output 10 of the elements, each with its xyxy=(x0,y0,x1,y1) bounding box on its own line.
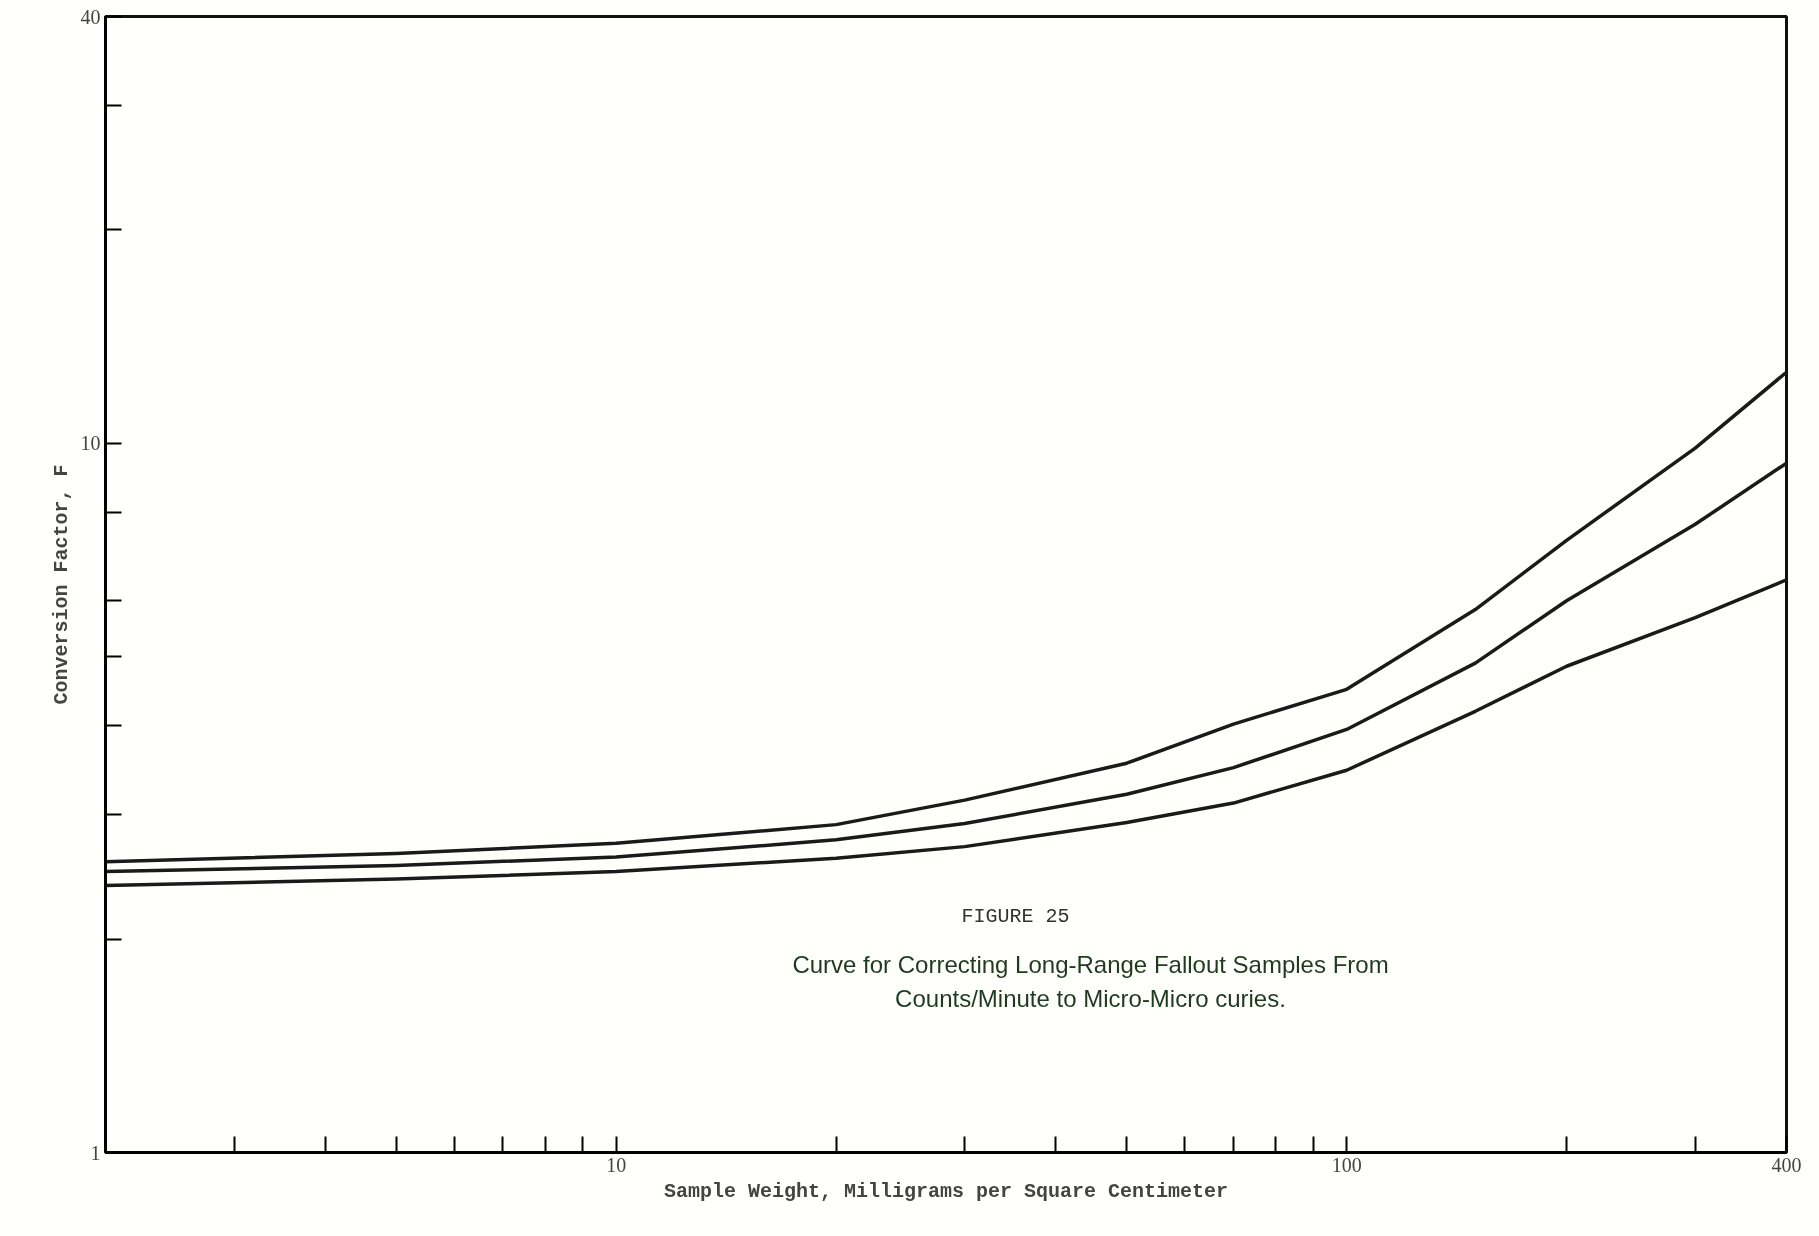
annotation: Curve for Correcting Long-Range Fallout Samples From Counts/Minute to Micro-Micro curies. xyxy=(792,950,1389,1012)
x-tick-label: 10 xyxy=(606,1153,627,1176)
y-tick-label: 40 xyxy=(80,5,101,28)
x-tick-label: 400 xyxy=(1771,1153,1802,1176)
x-tick-label: 100 xyxy=(1331,1153,1362,1176)
y-tick-label: 1 xyxy=(90,1141,101,1164)
x-axis-title: Sample Weight, Milligrams per Square Centimeter xyxy=(663,1179,1229,1203)
annotation: FIGURE 25 xyxy=(961,904,1070,928)
y-axis-title: Conversion Factor, F xyxy=(49,464,73,705)
y-tick-label: 10 xyxy=(80,432,101,455)
